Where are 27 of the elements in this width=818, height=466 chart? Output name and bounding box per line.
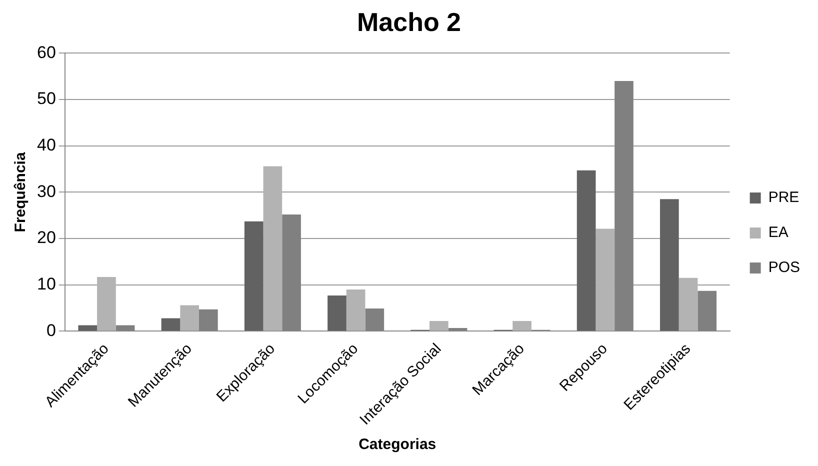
bar (660, 199, 679, 331)
bar (430, 321, 448, 331)
bar (512, 321, 532, 331)
y-tick-label: 50 (36, 89, 56, 108)
bar (180, 305, 199, 331)
bar (576, 170, 596, 331)
y-tick-label: 10 (36, 274, 56, 294)
bar (596, 228, 615, 331)
bar (244, 221, 264, 331)
y-tick-label: 30 (36, 182, 56, 201)
bar (328, 296, 346, 331)
bar (78, 325, 98, 331)
y-axis-title: Frequência (12, 152, 30, 232)
legend-label: POS (768, 259, 800, 276)
x-axis-title: Categorias (358, 436, 436, 454)
y-tick-label: 60 (36, 42, 56, 62)
y-tick-label: 20 (36, 228, 56, 248)
legend-label: PRE (768, 189, 800, 206)
y-tick-label: 40 (36, 136, 56, 155)
y-tick-label: 0 (46, 320, 56, 340)
bar (97, 277, 116, 331)
bar (678, 278, 698, 331)
chart-title: Macho 2 (356, 6, 462, 37)
legend-label: EA (768, 224, 788, 242)
bar (346, 290, 366, 331)
bar (161, 318, 180, 331)
bar (263, 166, 282, 331)
